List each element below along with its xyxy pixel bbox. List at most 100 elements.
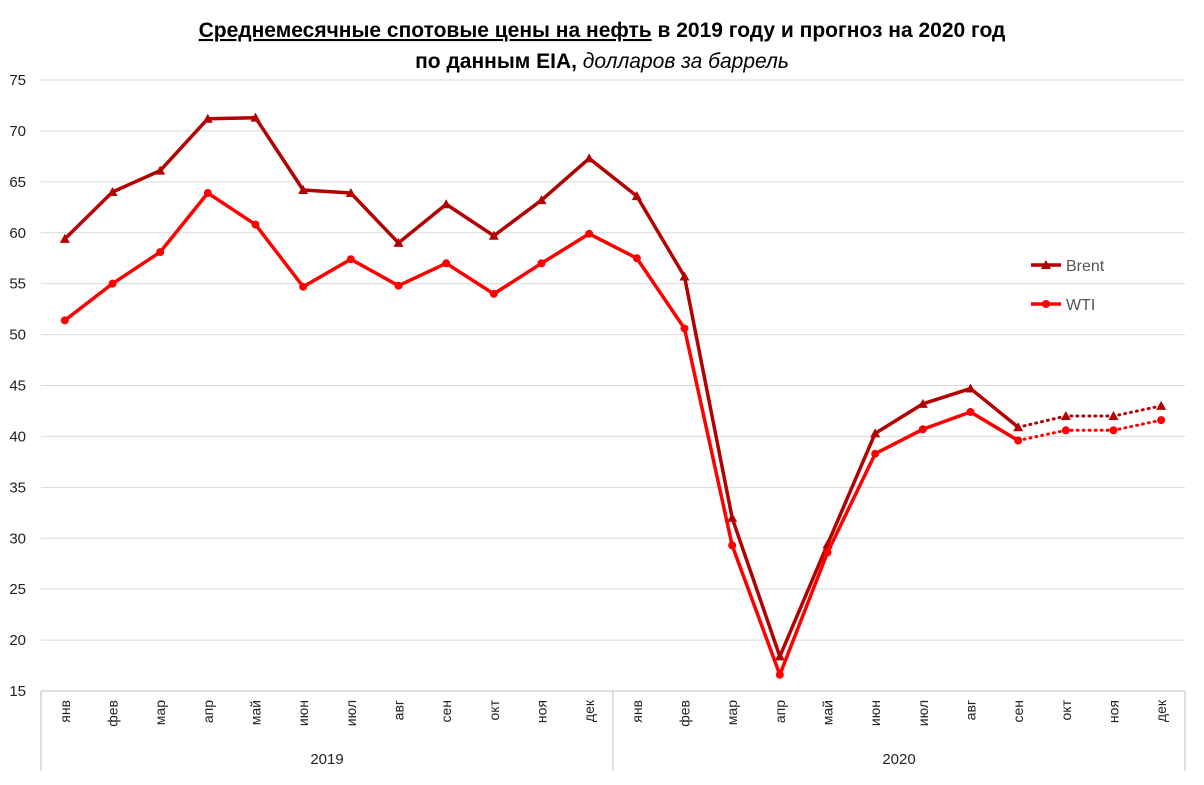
x-tick-label: фев	[677, 700, 693, 727]
data-point	[346, 255, 355, 264]
gridlines	[41, 79, 1185, 641]
legend-label: Brent	[1066, 258, 1105, 275]
y-tick-label: 35	[9, 479, 26, 496]
data-point	[107, 187, 118, 197]
year-label: 2019	[310, 751, 343, 768]
x-tick-label: авг	[963, 700, 979, 720]
x-tick-label: май	[248, 700, 264, 725]
data-point	[1157, 416, 1166, 425]
x-tick-label: мар	[724, 700, 740, 725]
data-point	[393, 237, 404, 247]
y-tick-label: 30	[9, 530, 26, 547]
y-tick-label: 40	[9, 428, 26, 445]
data-point	[870, 428, 881, 438]
data-point	[203, 189, 212, 198]
y-tick-label: 15	[9, 683, 26, 700]
data-point	[965, 383, 976, 393]
data-point	[441, 199, 452, 209]
data-point	[59, 233, 70, 243]
x-tick-label: авг	[391, 700, 407, 720]
x-tick-label: апр	[200, 700, 216, 723]
x-tick-label: окт	[486, 699, 502, 720]
data-point	[1061, 426, 1070, 435]
y-tick-label: 60	[9, 225, 26, 242]
data-point	[727, 512, 738, 522]
x-tick-label: июн	[295, 700, 311, 726]
y-tick-label: 55	[9, 276, 26, 293]
data-point	[202, 113, 213, 123]
data-point	[488, 230, 499, 240]
series-brent	[59, 112, 1167, 661]
x-tick-label: июл	[343, 700, 359, 726]
x-tick-label: окт	[1058, 699, 1074, 720]
data-point	[250, 112, 261, 122]
data-point	[966, 407, 975, 416]
data-point	[584, 153, 595, 163]
data-point	[60, 316, 69, 325]
data-point	[1109, 426, 1118, 435]
data-point	[1013, 422, 1024, 432]
data-point	[775, 670, 784, 679]
series-line-forecast	[1016, 418, 1163, 442]
data-point	[728, 541, 737, 550]
data-point	[345, 188, 356, 198]
data-point	[251, 220, 260, 229]
x-axis: янв фев мар апр май июн июл авг сен окт ноя дек янв ф…	[40, 690, 1186, 771]
chart-title-source: по данным EIA,	[415, 50, 583, 73]
y-tick-label: 75	[9, 72, 26, 89]
data-point	[537, 259, 546, 268]
data-point	[774, 651, 785, 661]
x-tick-label: апр	[772, 700, 788, 723]
y-axis: 15 20 25 30 35 40 45 50 55 60 65 70 75	[9, 72, 26, 700]
data-point	[1060, 411, 1071, 421]
series-line-forecast	[1016, 404, 1163, 429]
data-point	[536, 195, 547, 205]
data-point	[632, 254, 641, 263]
x-tick-label: июл	[915, 700, 931, 726]
data-point	[108, 279, 117, 288]
data-point	[823, 548, 832, 557]
data-point	[585, 229, 594, 238]
legend-item-brent: Brent	[1031, 258, 1105, 275]
x-tick-label: сен	[438, 700, 454, 723]
legend-marker	[1042, 300, 1050, 308]
legend-marker	[1041, 260, 1051, 269]
data-point	[1156, 400, 1167, 410]
data-point	[156, 248, 165, 257]
data-point	[918, 425, 927, 434]
data-point	[394, 281, 403, 290]
x-tick-label: дек	[1153, 699, 1169, 722]
data-point	[631, 191, 642, 201]
data-point	[680, 324, 689, 333]
x-tick-label: май	[820, 700, 836, 725]
data-point	[298, 184, 309, 194]
x-tick-label: ноя	[534, 700, 550, 723]
x-tick-label: июн	[867, 700, 883, 726]
chart-title-line1: Среднемесячные спотовые цены на нефть в …	[199, 19, 1006, 42]
x-tick-label: янв	[57, 700, 73, 723]
data-point	[871, 449, 880, 458]
legend-item-wti: WTI	[1031, 297, 1095, 314]
chart-title-units: долларов за баррель	[583, 50, 789, 73]
chart-title-line2: по данным EIA, долларов за баррель	[415, 50, 789, 73]
legend: Brent WTI	[1031, 258, 1105, 314]
x-tick-label: ноя	[1106, 700, 1122, 723]
data-point	[299, 282, 308, 291]
data-point	[1014, 436, 1023, 445]
y-tick-label: 25	[9, 581, 26, 598]
x-tick-label: мар	[152, 700, 168, 725]
x-tick-label: дек	[581, 699, 597, 722]
data-point	[917, 398, 928, 408]
y-tick-label: 50	[9, 327, 26, 344]
series-wti	[60, 189, 1166, 679]
y-tick-label: 45	[9, 378, 26, 395]
data-point	[1108, 411, 1119, 421]
data-point	[442, 259, 451, 268]
year-label: 2020	[882, 751, 915, 768]
x-tick-label: фев	[105, 700, 121, 727]
x-tick-label: янв	[629, 700, 645, 723]
chart-title-underlined: Среднемесячные спотовые цены на нефть	[199, 19, 652, 42]
chart-title-rest: в 2019 году и прогноз на 2020 год	[652, 19, 1006, 42]
x-tick-label: сен	[1010, 700, 1026, 723]
data-point	[679, 271, 690, 281]
